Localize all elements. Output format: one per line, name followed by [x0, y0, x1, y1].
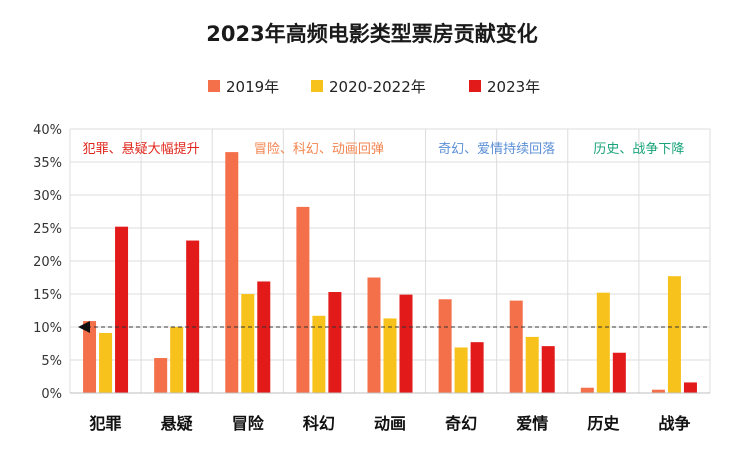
y-tick-label: 5% [41, 354, 62, 369]
bar-犯罪-2019年 [83, 321, 97, 393]
legend-label-2: 2023年 [487, 78, 540, 96]
category-label: 爱情 [516, 414, 548, 433]
bar-动画-2019年 [367, 277, 381, 393]
category-label: 科幻 [303, 414, 335, 433]
y-tick-label: 40% [33, 123, 62, 138]
legend-swatch-1 [311, 80, 323, 92]
bar-历史-2019年 [580, 387, 594, 393]
bar-动画-2020-2022年 [383, 318, 397, 393]
group-annotation-2: 奇幻、爱情持续回落 [438, 141, 555, 157]
y-axis: 0% 5% 10% 15% 20% 25% 30% 35% 40% [33, 123, 62, 402]
bar-爱情-2020-2022年 [525, 336, 539, 393]
bar-奇幻-2023年 [470, 342, 484, 393]
bar-犯罪-2020-2022年 [99, 332, 113, 393]
bar-科幻-2019年 [296, 206, 310, 393]
bar-奇幻-2020-2022年 [454, 347, 468, 393]
category-label: 犯罪 [89, 414, 122, 433]
legend-swatch-0 [208, 80, 220, 92]
category-label: 历史 [587, 414, 620, 433]
y-tick-label: 10% [33, 321, 62, 336]
group-annotation-1: 冒险、科幻、动画回弹 [254, 142, 384, 157]
bar-战争-2019年 [651, 389, 665, 393]
bar-冒险-2020-2022年 [241, 294, 255, 393]
bar-爱情-2019年 [509, 300, 523, 393]
y-tick-label: 0% [41, 387, 62, 402]
y-tick-label: 15% [33, 288, 62, 303]
bar-冒险-2019年 [225, 152, 239, 393]
bar-历史-2020-2022年 [596, 292, 610, 393]
bar-科幻-2020-2022年 [312, 315, 326, 393]
bars [83, 152, 697, 393]
x-axis: 犯罪 悬疑 冒险 科幻 动画 奇幻 爱情 历史 战争 [70, 392, 710, 433]
group-annotation-0: 犯罪、悬疑大幅提升 [83, 141, 200, 157]
bar-战争-2023年 [683, 382, 697, 393]
bar-爱情-2023年 [541, 346, 555, 393]
group-annotations: 犯罪、悬疑大幅提升 冒险、科幻、动画回弹 奇幻、爱情持续回落 历史、战争下降 [83, 141, 685, 157]
y-tick-label: 35% [33, 156, 62, 171]
group-annotation-3: 历史、战争下降 [593, 142, 684, 157]
legend-label-0: 2019年 [226, 78, 279, 96]
legend-label-1: 2020-2022年 [329, 78, 426, 96]
category-label: 奇幻 [445, 414, 477, 433]
y-tick-label: 25% [33, 222, 62, 237]
bar-犯罪-2023年 [115, 226, 129, 393]
legend-swatch-2 [469, 80, 481, 92]
bar-悬疑-2019年 [154, 358, 168, 393]
bar-科幻-2023年 [328, 292, 342, 393]
category-label: 动画 [374, 414, 406, 433]
category-label: 冒险 [232, 414, 265, 433]
reference-line-group [78, 321, 710, 333]
category-label: 战争 [658, 414, 690, 433]
bar-战争-2020-2022年 [667, 276, 681, 393]
bar-冒险-2023年 [257, 281, 271, 393]
gridlines [69, 128, 711, 394]
bar-悬疑-2020-2022年 [170, 327, 184, 393]
reference-marker-triangle-icon [78, 321, 90, 333]
bar-奇幻-2019年 [438, 299, 452, 393]
bar-历史-2023年 [612, 352, 626, 393]
chart-title: 2023年高频电影类型票房贡献变化 [206, 22, 537, 46]
bar-动画-2023年 [399, 294, 413, 393]
category-label: 悬疑 [160, 414, 193, 433]
y-tick-label: 20% [33, 255, 62, 270]
bar-悬疑-2023年 [186, 240, 200, 393]
legend: 2019年 2020-2022年 2023年 [208, 78, 540, 96]
y-tick-label: 30% [33, 189, 62, 204]
